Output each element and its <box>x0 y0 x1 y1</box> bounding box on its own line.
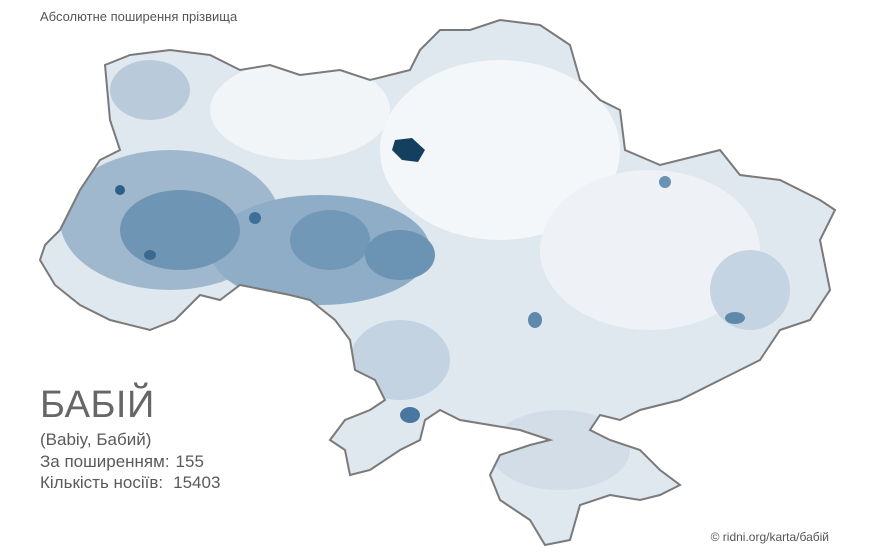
stat: За поширенням: 155 <box>40 452 204 472</box>
stat-label: За поширенням: <box>40 452 170 471</box>
stat-label: Кількість носіїв: <box>40 473 164 492</box>
stat-value: 15403 <box>173 473 221 492</box>
surname-variants: (Babiy, Бабий) <box>40 430 152 449</box>
surname: БАБІЙ <box>40 384 155 426</box>
stat-value: 155 <box>175 452 204 471</box>
map-title: Абсолютне поширення прізвища <box>40 9 238 24</box>
copyright: © ridni.org/karta/бабій <box>710 530 829 544</box>
stat: Кількість носіїв: 15403 <box>40 473 220 493</box>
